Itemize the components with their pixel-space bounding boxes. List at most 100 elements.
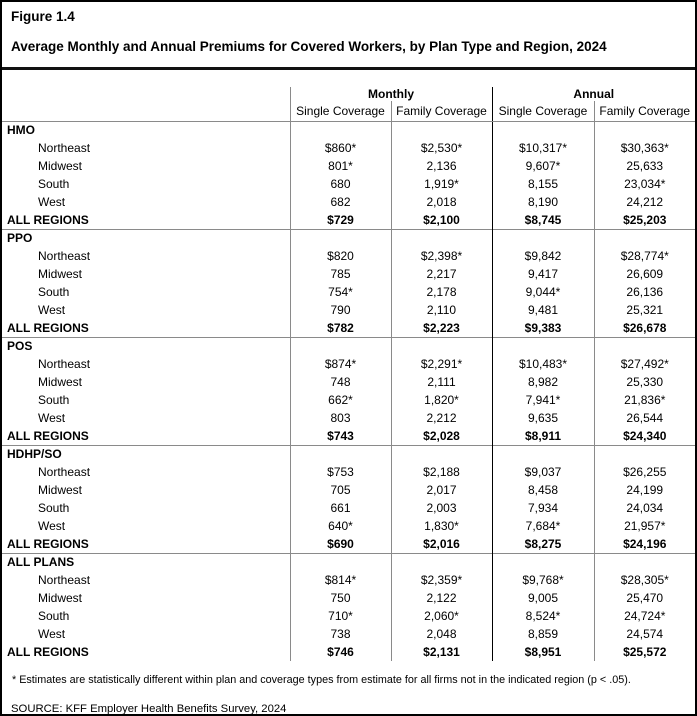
- column-group-row: Monthly Annual: [2, 87, 695, 101]
- premium-value: 9,044*: [491, 283, 594, 301]
- premium-value: 2,122: [390, 589, 492, 607]
- table-row: ALL REGIONS $782 $2,223 $9,383 $26,678: [2, 319, 695, 337]
- premium-value: 25,633: [593, 157, 695, 175]
- premium-value: $2,530*: [390, 139, 492, 157]
- table-row: South 754* 2,178 9,044* 26,136: [2, 283, 695, 301]
- empty-cell: [593, 228, 695, 247]
- table-row: Northeast $814* $2,359* $9,768* $28,305*: [2, 571, 695, 589]
- premium-value: 680: [289, 175, 391, 193]
- empty-cell: [491, 228, 594, 247]
- empty-header-cell: [2, 101, 290, 122]
- empty-cell: [289, 120, 391, 139]
- premium-value: 750: [289, 589, 391, 607]
- premium-value: $26,255: [593, 463, 695, 481]
- section-header-row: ALL PLANS: [2, 552, 695, 571]
- premium-value: 801*: [289, 157, 391, 175]
- premium-value: 1,919*: [390, 175, 492, 193]
- table-row: West 682 2,018 8,190 24,212: [2, 193, 695, 211]
- premium-value: 2,060*: [390, 607, 492, 625]
- region-label: Midwest: [38, 267, 83, 281]
- table-row: Northeast $753 $2,188 $9,037 $26,255: [2, 463, 695, 481]
- premium-value: 25,330: [593, 373, 695, 391]
- premium-value: $2,016: [390, 535, 492, 553]
- table-row: Northeast $874* $2,291* $10,483* $27,492*: [2, 355, 695, 373]
- region-label: South: [38, 393, 70, 407]
- premium-value: $9,037: [491, 463, 594, 481]
- premium-value: 8,190: [491, 193, 594, 211]
- premium-value: 2,212: [390, 409, 492, 427]
- premium-value: 24,199: [593, 481, 695, 499]
- table-row: Midwest 705 2,017 8,458 24,199: [2, 481, 695, 499]
- table-row: ALL REGIONS $743 $2,028 $8,911 $24,340: [2, 427, 695, 445]
- header-monthly-family: Family Coverage: [390, 101, 492, 122]
- premium-value: 9,005: [491, 589, 594, 607]
- premium-value: $2,223: [390, 319, 492, 337]
- table-row: Midwest 801* 2,136 9,607* 25,633: [2, 157, 695, 175]
- table-row: ALL REGIONS $746 $2,131 $8,951 $25,572: [2, 643, 695, 661]
- premium-value: 9,635: [491, 409, 594, 427]
- premium-value: 2,018: [390, 193, 492, 211]
- empty-cell: [390, 336, 492, 355]
- table-row: West 803 2,212 9,635 26,544: [2, 409, 695, 427]
- premium-value: 24,034: [593, 499, 695, 517]
- premium-value: 754*: [289, 283, 391, 301]
- premium-value: 1,830*: [390, 517, 492, 535]
- premium-value: $2,131: [390, 643, 492, 661]
- premium-value: 24,574: [593, 625, 695, 643]
- region-label: West: [38, 195, 66, 209]
- section-name: PPO: [2, 228, 290, 247]
- column-group-monthly: Monthly: [289, 87, 492, 101]
- premium-value: $874*: [289, 355, 391, 373]
- empty-cell: [593, 552, 695, 571]
- section-header-row: HDHP/SO: [2, 444, 695, 463]
- empty-cell: [289, 228, 391, 247]
- premium-value: 25,470: [593, 589, 695, 607]
- premium-value: $24,196: [593, 535, 695, 553]
- region-label: Northeast: [38, 249, 91, 263]
- premium-value: 25,321: [593, 301, 695, 319]
- region-label: Northeast: [38, 141, 91, 155]
- figure-label: Figure 1.4: [11, 9, 75, 24]
- premium-value: 640*: [289, 517, 391, 535]
- column-group-annual: Annual: [491, 87, 695, 101]
- region-label: Midwest: [38, 591, 83, 605]
- premium-value: $860*: [289, 139, 391, 157]
- premium-value: 9,481: [491, 301, 594, 319]
- premium-value: $10,483*: [491, 355, 594, 373]
- premium-value: $30,363*: [593, 139, 695, 157]
- premium-value: 2,110: [390, 301, 492, 319]
- premium-value: 2,003: [390, 499, 492, 517]
- premium-table: Monthly Annual Single Coverage Family Co…: [2, 87, 695, 661]
- region-label: West: [38, 627, 66, 641]
- total-row-label: ALL REGIONS: [7, 645, 89, 659]
- premium-value: $8,745: [491, 211, 594, 229]
- premium-value: $2,100: [390, 211, 492, 229]
- empty-cell: [491, 336, 594, 355]
- premium-value: 7,684*: [491, 517, 594, 535]
- empty-cell: [289, 552, 391, 571]
- table-row: ALL REGIONS $729 $2,100 $8,745 $25,203: [2, 211, 695, 229]
- region-label: South: [38, 177, 70, 191]
- table-row: West 790 2,110 9,481 25,321: [2, 301, 695, 319]
- premium-value: 661: [289, 499, 391, 517]
- region-label: South: [38, 501, 70, 515]
- section-header-row: POS: [2, 336, 695, 355]
- premium-value: 24,724*: [593, 607, 695, 625]
- empty-cell: [289, 336, 391, 355]
- premium-value: $2,359*: [390, 571, 492, 589]
- total-row-label: ALL REGIONS: [7, 428, 89, 443]
- title-block: Figure 1.4 Average Monthly and Annual Pr…: [2, 2, 695, 70]
- premium-value: 748: [289, 373, 391, 391]
- premium-value: 24,212: [593, 193, 695, 211]
- premium-value: $2,188: [390, 463, 492, 481]
- header-monthly-single: Single Coverage: [289, 101, 391, 122]
- empty-cell: [593, 120, 695, 139]
- table-row: ALL REGIONS $690 $2,016 $8,275 $24,196: [2, 535, 695, 553]
- premium-value: $25,572: [593, 643, 695, 661]
- premium-value: 662*: [289, 391, 391, 409]
- premium-value: 785: [289, 265, 391, 283]
- premium-value: $9,768*: [491, 571, 594, 589]
- region-label: West: [38, 303, 66, 317]
- empty-header-cell: [2, 87, 290, 101]
